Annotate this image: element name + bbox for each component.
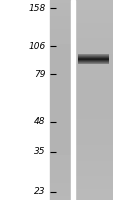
Text: 106: 106 <box>28 42 45 51</box>
Text: 35: 35 <box>34 147 45 156</box>
Text: 158: 158 <box>28 4 45 13</box>
Bar <box>75 0 113 200</box>
Text: 48: 48 <box>34 117 45 126</box>
Text: 79: 79 <box>34 70 45 79</box>
Bar <box>71 0 75 200</box>
Text: 23: 23 <box>34 187 45 196</box>
Bar <box>50 0 71 200</box>
